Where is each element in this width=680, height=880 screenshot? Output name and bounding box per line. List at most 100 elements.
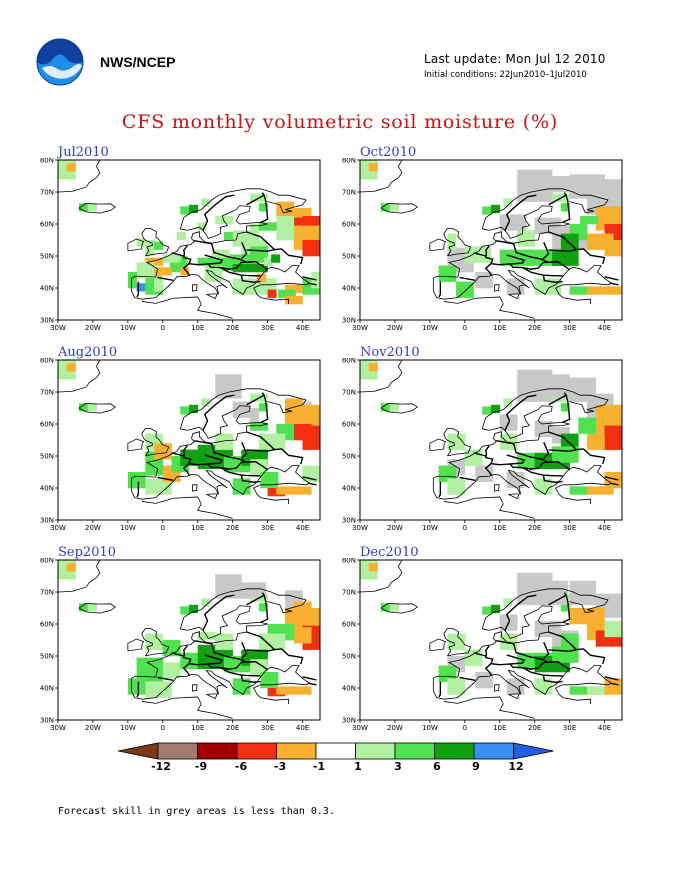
grid-cell bbox=[595, 624, 605, 633]
legend-swatch bbox=[394, 742, 435, 760]
grid-cell bbox=[613, 286, 622, 295]
grid-cell bbox=[269, 672, 279, 681]
grid-cell bbox=[569, 174, 579, 183]
grid-cell bbox=[258, 667, 268, 676]
grid-cell bbox=[613, 224, 622, 233]
grid-cell bbox=[232, 664, 242, 673]
grid-cell bbox=[286, 289, 296, 298]
grid-cell bbox=[311, 412, 320, 422]
lon-tick-label: 30E bbox=[261, 724, 274, 732]
grid-cell bbox=[503, 598, 513, 607]
grid-cell bbox=[560, 176, 570, 185]
grid-cell bbox=[302, 627, 312, 636]
lon-tick-label: 20W bbox=[85, 724, 101, 732]
coastline bbox=[141, 696, 233, 719]
coastline bbox=[481, 188, 609, 229]
grid-cell bbox=[204, 265, 214, 274]
grid-cell bbox=[368, 363, 378, 372]
grid-cell bbox=[447, 641, 457, 650]
country-border bbox=[241, 674, 261, 677]
grid-cell bbox=[154, 633, 164, 642]
grid-cell bbox=[162, 662, 172, 671]
grid-cell bbox=[250, 667, 260, 676]
grid-cell bbox=[447, 465, 457, 474]
grid-cell bbox=[499, 641, 509, 650]
panel-title-5: Sep2010 bbox=[58, 545, 117, 560]
country-border bbox=[240, 441, 248, 460]
grid-cell bbox=[276, 424, 286, 433]
grid-cell bbox=[517, 588, 527, 598]
grid-cell bbox=[232, 464, 242, 473]
grid-cell bbox=[613, 441, 622, 450]
lon-tick-label: 0 bbox=[463, 524, 467, 532]
grid-cell bbox=[232, 238, 242, 247]
lat-tick-label: 80N bbox=[40, 558, 54, 565]
country-border bbox=[246, 631, 304, 665]
grid-cell bbox=[613, 628, 622, 638]
grid-cell bbox=[276, 624, 286, 633]
grid-cell bbox=[66, 360, 76, 364]
grid-cell bbox=[552, 435, 562, 444]
grid-cell bbox=[595, 486, 605, 495]
country-border bbox=[459, 676, 476, 682]
grid-cell bbox=[552, 620, 562, 630]
grid-cell bbox=[517, 177, 527, 186]
grid-cell bbox=[515, 278, 525, 287]
grid-cell bbox=[285, 624, 295, 633]
grid-cell bbox=[258, 659, 268, 668]
grid-cell bbox=[302, 601, 312, 610]
grid-cell bbox=[368, 571, 378, 580]
grid-cell bbox=[223, 582, 233, 591]
grid-cell bbox=[534, 278, 544, 287]
grid-cell bbox=[201, 198, 211, 207]
country-border bbox=[509, 661, 544, 670]
grid-cell bbox=[515, 678, 525, 687]
grid-cell bbox=[223, 433, 233, 442]
grid-cell bbox=[517, 452, 527, 462]
grid-cell bbox=[499, 622, 509, 631]
lon-tick-label: 30E bbox=[563, 724, 576, 732]
grid-cell bbox=[223, 441, 233, 450]
grid-cell bbox=[595, 638, 605, 647]
grid-cell bbox=[456, 641, 466, 650]
grid-cell bbox=[285, 608, 295, 617]
country-border bbox=[562, 595, 571, 624]
coastline bbox=[380, 203, 418, 214]
grid-cell bbox=[87, 203, 97, 212]
country-border bbox=[543, 661, 571, 671]
country-border bbox=[188, 654, 224, 666]
lon-tick-label: 30W bbox=[50, 724, 66, 732]
initial-conditions: Initial conditions: 22Jun2010–1Jul2010 bbox=[424, 70, 587, 80]
lat-tick-label: 30N bbox=[40, 317, 54, 325]
lat-tick-label: 70N bbox=[40, 189, 54, 197]
grid-cell bbox=[267, 441, 277, 450]
grid-cell bbox=[560, 374, 570, 383]
grid-cell bbox=[559, 588, 569, 598]
grid-cell bbox=[223, 641, 233, 650]
grid-cell bbox=[578, 425, 588, 434]
grid-cell bbox=[552, 454, 562, 463]
grid-cell bbox=[604, 206, 614, 215]
coastline bbox=[508, 693, 520, 700]
grid-cell bbox=[604, 628, 614, 638]
grid-cell bbox=[560, 433, 570, 442]
grid-cell bbox=[258, 433, 268, 442]
lon-tick-label: 30E bbox=[563, 524, 576, 532]
grid-cell bbox=[604, 441, 614, 450]
country-border bbox=[496, 639, 514, 645]
lat-tick-label: 80N bbox=[342, 558, 356, 565]
grid-cell bbox=[241, 678, 251, 687]
grid-cell bbox=[136, 673, 146, 682]
grid-cell bbox=[517, 660, 527, 670]
grid-cell bbox=[517, 214, 527, 223]
grid-cell bbox=[145, 270, 155, 279]
grid-cell bbox=[534, 678, 544, 687]
country-border bbox=[202, 394, 235, 431]
grid-cell bbox=[302, 641, 312, 650]
panel-title-6: Dec2010 bbox=[360, 545, 419, 560]
grid-cell bbox=[517, 369, 527, 378]
legend-swatch bbox=[276, 742, 317, 760]
grid-cell bbox=[595, 190, 605, 199]
grid-cell bbox=[189, 449, 199, 458]
country-border bbox=[246, 248, 275, 252]
